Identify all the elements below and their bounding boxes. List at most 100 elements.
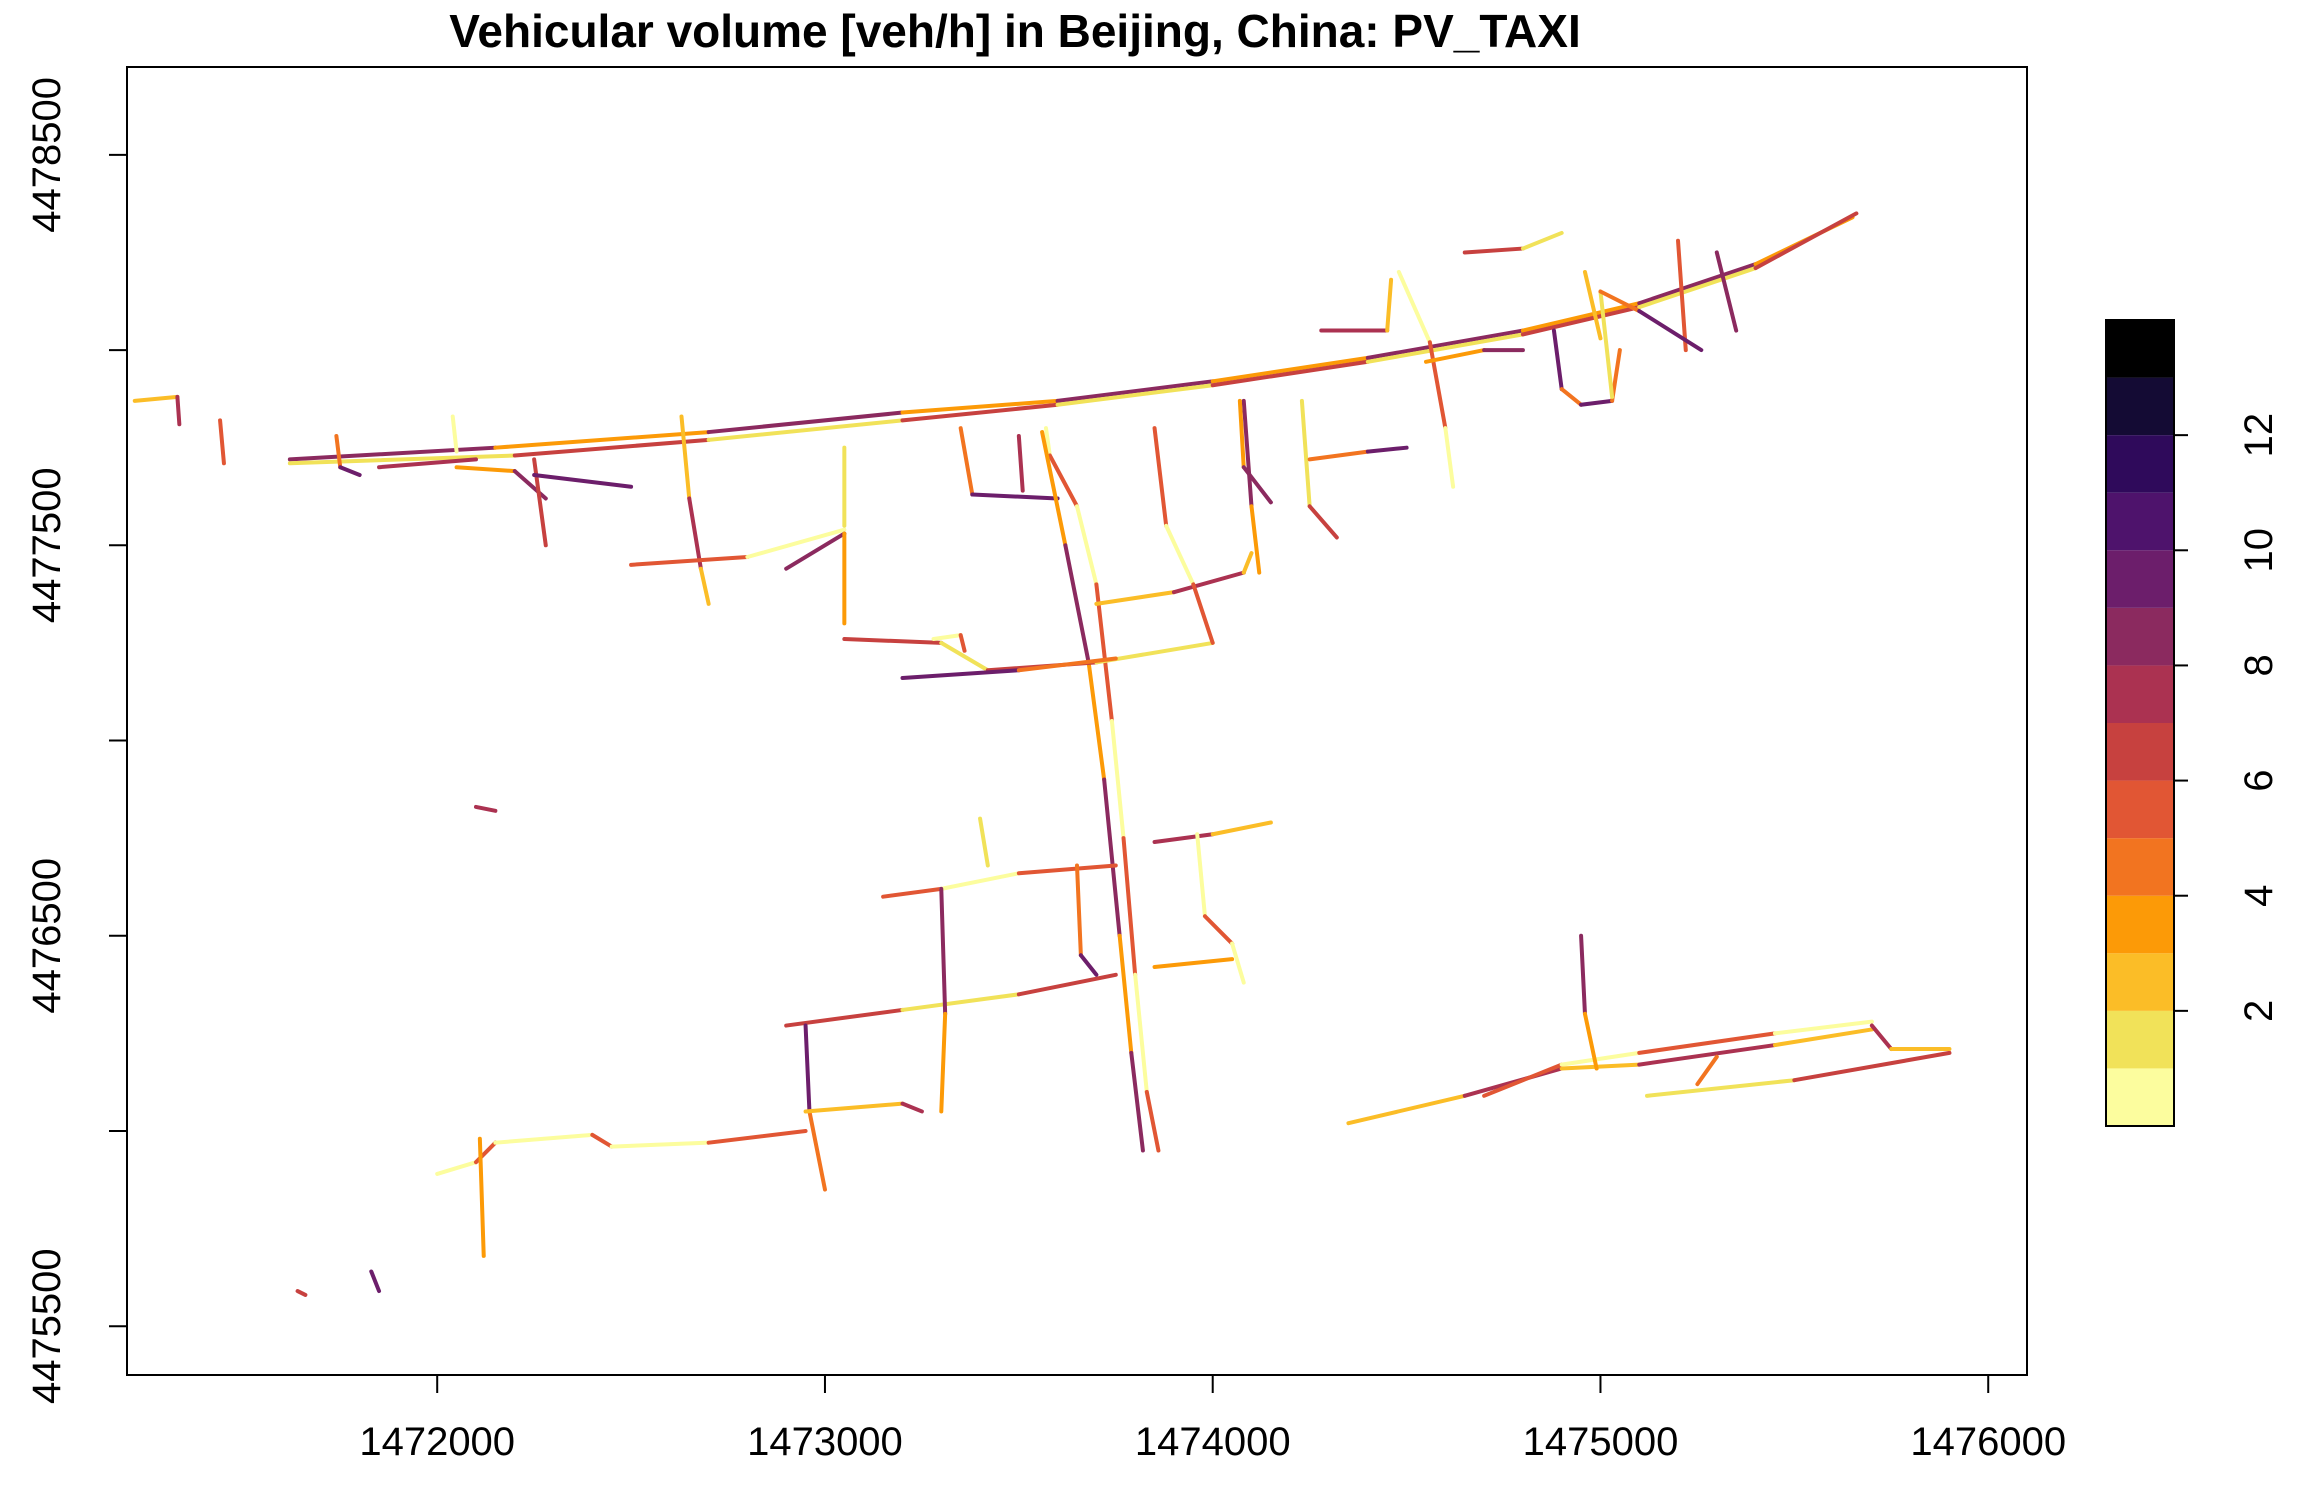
road-segment: [450, 414, 459, 454]
y-tick-label: 4476500: [25, 858, 69, 1014]
road-segment: [1753, 211, 1859, 271]
road-segment: [1094, 582, 1114, 723]
road-segment: [1520, 230, 1564, 251]
road-segment: [1307, 504, 1339, 540]
road-segment: [1365, 328, 1525, 360]
road-segment: [1086, 660, 1107, 782]
road-segment: [1462, 246, 1525, 255]
road-segment: [1423, 348, 1487, 364]
road-segment: [132, 394, 180, 403]
legend-swatch: [2106, 838, 2174, 896]
road-segment: [784, 1007, 905, 1028]
road-segment: [1559, 387, 1584, 407]
road-segment: [1152, 426, 1169, 528]
road-segment: [1385, 277, 1394, 333]
road-segment: [1772, 1019, 1874, 1036]
road-segment: [1237, 398, 1246, 470]
road-segment: [1241, 465, 1273, 505]
road-segment: [1551, 328, 1564, 392]
road-segment: [1129, 1050, 1145, 1153]
road-segment: [1152, 957, 1235, 969]
x-tick-label: 1476000: [1910, 1420, 2066, 1464]
road-segment: [706, 1128, 808, 1145]
road-segment: [287, 453, 517, 466]
road-segment: [338, 465, 362, 478]
road-segment: [900, 992, 1021, 1012]
road-segment: [512, 437, 711, 458]
road-segment: [1520, 301, 1642, 333]
road-segment: [1645, 1078, 1797, 1098]
road-segment: [1063, 543, 1091, 665]
road-segment: [477, 1136, 486, 1258]
road-segment: [1016, 656, 1118, 673]
road-segment: [1210, 359, 1370, 388]
road-segment: [900, 402, 1060, 423]
road-segment: [1121, 836, 1138, 977]
road-segment: [1365, 445, 1409, 454]
road-segment: [1714, 250, 1739, 333]
road-segment: [1792, 1050, 1952, 1083]
road-segment: [784, 531, 847, 571]
road-segment: [454, 465, 517, 474]
legend-swatch: [2106, 780, 2174, 839]
road-segment: [706, 410, 905, 435]
road-segment: [931, 633, 963, 642]
road-segment: [295, 1289, 308, 1297]
road-segment: [1869, 1023, 1894, 1051]
legend-swatch: [2106, 665, 2174, 723]
road-segment: [369, 1269, 382, 1294]
road-segment: [1117, 933, 1134, 1055]
road-segment: [687, 496, 703, 571]
road-segment: [706, 418, 905, 442]
y-tick-label: 4478500: [25, 77, 69, 233]
road-segment: [1075, 863, 1083, 958]
legend-tick-label: 2: [2237, 1000, 2281, 1022]
road-segment: [1299, 398, 1312, 509]
map-title: Vehicular volume [veh/h] in Beijing, Chi…: [449, 5, 1581, 57]
road-segment: [532, 473, 634, 489]
y-tick-label: 4475500: [25, 1248, 69, 1404]
road-segment: [1637, 266, 1758, 310]
road-segment: [1152, 832, 1215, 845]
legend-swatch: [2106, 550, 2174, 608]
road-segment: [629, 555, 750, 567]
road-segment: [939, 1011, 948, 1114]
road-segment: [1695, 1054, 1719, 1087]
legend-swatch: [2106, 1010, 2174, 1069]
road-segment: [679, 414, 692, 501]
legend-tick-label: 4: [2237, 885, 2281, 907]
road-segment: [493, 430, 711, 450]
road-segment: [590, 1132, 614, 1149]
legend-tick-label: 8: [2237, 654, 2281, 676]
road-segment: [1346, 1093, 1467, 1126]
road-segment: [1043, 426, 1052, 458]
road-segment: [609, 1140, 711, 1149]
road-segment: [1598, 289, 1615, 399]
x-tick-label: 1472000: [359, 1420, 515, 1464]
road-segment: [1016, 433, 1025, 493]
road-segment: [1016, 972, 1118, 997]
legend-tick-label: 12: [2237, 413, 2281, 458]
road-segment: [1210, 820, 1273, 837]
road-segment: [1164, 523, 1196, 587]
road-segment: [803, 1101, 905, 1114]
road-segment: [900, 1101, 924, 1114]
road-segment: [842, 637, 944, 645]
legend-frame: [2105, 319, 2175, 1127]
legend-swatch: [2106, 953, 2174, 1011]
road-segment: [493, 1132, 595, 1145]
legend-swatch: [2106, 895, 2174, 954]
road-segment: [1230, 941, 1246, 985]
road-segment: [1443, 426, 1456, 489]
road-segment: [1365, 332, 1525, 364]
legend-swatch: [2106, 1068, 2174, 1126]
road-segment: [1396, 269, 1432, 345]
road-segment: [939, 871, 1021, 891]
road-segment: [970, 492, 1060, 501]
road-segment: [1241, 551, 1254, 575]
legend-swatch: [2106, 377, 2174, 436]
road-segment: [1195, 832, 1207, 919]
road-segment: [175, 394, 182, 427]
road-segment: [1133, 972, 1149, 1094]
